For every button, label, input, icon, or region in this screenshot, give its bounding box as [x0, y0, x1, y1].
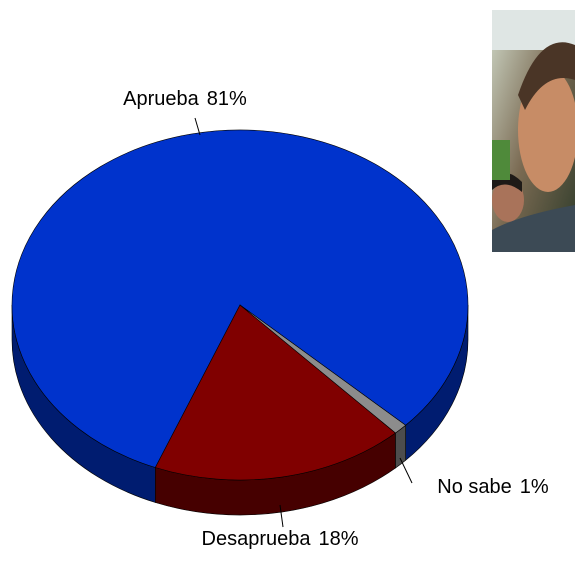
value-label: 18% — [318, 528, 358, 550]
value-label: 1% — [520, 476, 549, 498]
leader-line — [194, 117, 201, 136]
slice-label: No sabe 1% — [437, 476, 549, 498]
category-label: Aprueba — [123, 88, 199, 110]
slice — [154, 304, 396, 481]
category-label: No sabe — [437, 476, 512, 498]
slice — [11, 129, 469, 468]
slice-label: Desaprueba 18% — [202, 528, 359, 550]
slice-label: Aprueba 81% — [123, 88, 247, 110]
leader-line — [279, 504, 284, 528]
value-label: 81% — [207, 88, 247, 110]
category-label: Desaprueba — [202, 528, 312, 550]
slice — [239, 304, 407, 434]
leader-line — [399, 457, 413, 484]
photo — [492, 10, 575, 252]
